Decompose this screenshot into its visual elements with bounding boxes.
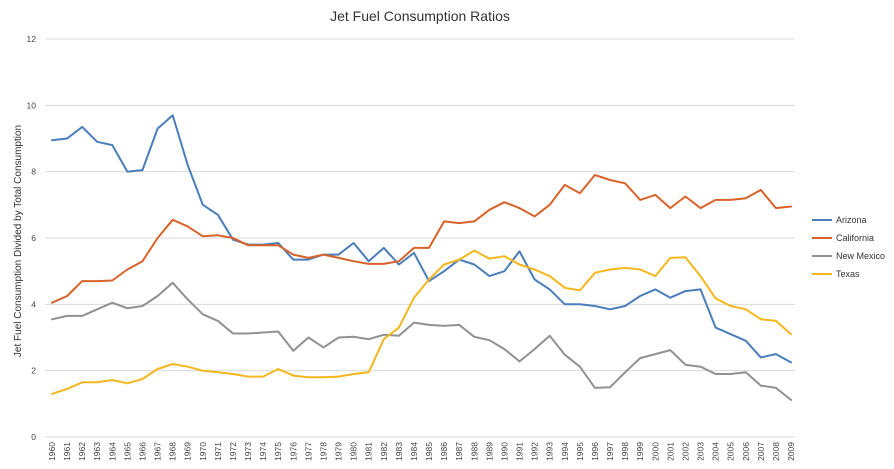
- x-tick-label: 1992: [530, 442, 540, 461]
- x-tick-label: 1970: [198, 442, 208, 461]
- x-tick-label: 1974: [258, 442, 268, 461]
- x-tick-label: 1964: [107, 442, 117, 461]
- x-tick-label: 1980: [349, 442, 359, 461]
- x-tick-label: 1994: [560, 442, 570, 461]
- x-tick-label: 1991: [515, 442, 525, 461]
- series-lines: [51, 114, 792, 401]
- y-tick-label: 8: [31, 167, 36, 177]
- x-tick-label: 2001: [665, 442, 675, 461]
- legend-label-arizona: Arizona: [836, 215, 867, 225]
- gridlines: [45, 38, 795, 438]
- x-tick-label: 1971: [213, 442, 223, 461]
- x-tick-label: 2003: [696, 442, 706, 461]
- x-tick-label: 1987: [454, 442, 464, 461]
- x-tick-label: 2007: [756, 442, 766, 461]
- x-tick-label: 1975: [273, 442, 283, 461]
- x-tick-label: 1996: [590, 442, 600, 461]
- x-tick-label: 2004: [711, 442, 721, 461]
- chart-title: Jet Fuel Consumption Ratios: [330, 8, 510, 24]
- x-tick-label: 1973: [243, 442, 253, 461]
- legend-label-california: California: [836, 233, 874, 243]
- x-tick-label: 2006: [741, 442, 751, 461]
- x-tick-label: 1993: [545, 442, 555, 461]
- x-tick-label: 2005: [726, 442, 736, 461]
- x-tick-label: 1979: [334, 442, 344, 461]
- x-tick-label: 2002: [680, 442, 690, 461]
- x-tick-label: 1976: [288, 442, 298, 461]
- x-tick-label: 1972: [228, 442, 238, 461]
- x-tick-label: 1998: [620, 442, 630, 461]
- y-tick-label: 10: [27, 100, 37, 110]
- x-tick-label: 1988: [469, 442, 479, 461]
- x-tick-label: 1963: [92, 442, 102, 461]
- x-tick-label: 1965: [122, 442, 132, 461]
- x-tick-label: 2008: [771, 442, 781, 461]
- series-line-california: [51, 174, 792, 304]
- y-tick-label: 6: [31, 233, 36, 243]
- y-axis-ticks: 0 2 4 6 8 10 12: [27, 34, 37, 442]
- x-tick-label: 1999: [635, 442, 645, 461]
- x-axis-ticks: 1960 1961 1962 1963 1964 1965 1966 1967 1968 1969…: [47, 442, 796, 461]
- x-tick-label: 1966: [137, 442, 147, 461]
- x-tick-label: 1977: [303, 442, 313, 461]
- x-tick-label: 1983: [394, 442, 404, 461]
- x-tick-label: 2009: [786, 442, 796, 461]
- x-tick-label: 1985: [424, 442, 434, 461]
- x-tick-label: 1960: [47, 442, 57, 461]
- x-tick-label: 1961: [62, 442, 72, 461]
- x-tick-label: 1982: [379, 442, 389, 461]
- y-axis-label: Jet Fuel Consumption Divided by Total Co…: [13, 125, 24, 357]
- y-tick-label: 0: [31, 432, 36, 442]
- series-line-new-mexico: [51, 281, 792, 401]
- x-tick-label: 1967: [153, 442, 163, 461]
- series-line-texas: [51, 249, 792, 395]
- x-tick-label: 1962: [77, 442, 87, 461]
- legend: Arizona California New Mexico Texas: [812, 215, 885, 279]
- y-tick-label: 12: [27, 34, 37, 44]
- y-tick-label: 4: [31, 299, 36, 309]
- legend-label-texas: Texas: [836, 269, 860, 279]
- x-tick-label: 1984: [409, 442, 419, 461]
- x-tick-label: 2000: [650, 442, 660, 461]
- x-tick-label: 1969: [183, 442, 193, 461]
- x-tick-label: 1997: [605, 442, 615, 461]
- x-tick-label: 1978: [318, 442, 328, 461]
- series-line-arizona: [51, 114, 792, 364]
- x-tick-label: 1986: [439, 442, 449, 461]
- x-tick-label: 1989: [484, 442, 494, 461]
- x-tick-label: 1990: [499, 442, 509, 461]
- x-tick-label: 1981: [364, 442, 374, 461]
- x-tick-label: 1968: [168, 442, 178, 461]
- legend-label-new-mexico: New Mexico: [836, 251, 885, 261]
- x-tick-label: 1995: [575, 442, 585, 461]
- y-tick-label: 2: [31, 366, 36, 376]
